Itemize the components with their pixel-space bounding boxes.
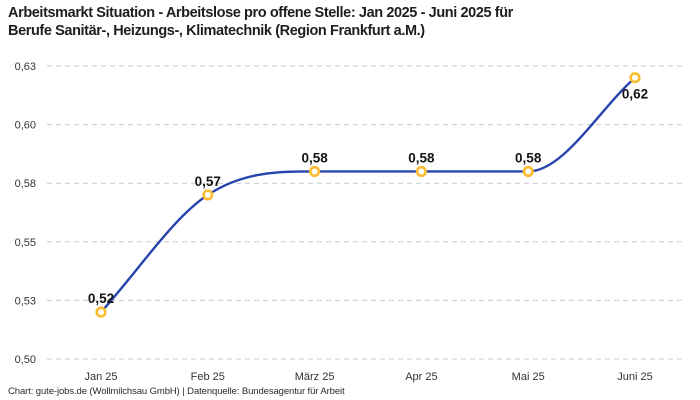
data-point-label: 0,58 — [301, 150, 328, 165]
data-point-label: 0,62 — [622, 87, 648, 102]
data-point-label: 0,58 — [515, 150, 542, 165]
y-axis-tick-label: 0,55 — [15, 237, 36, 249]
data-point-marker — [415, 165, 428, 178]
chart-attribution: Chart: gute-jobs.de (Wollmilchsau GmbH) … — [8, 386, 345, 397]
data-point-marker — [522, 165, 534, 178]
y-axis-tick-label: 0,63 — [15, 61, 36, 73]
chart-title-line2: Berufe Sanitär-, Heizungs-, Klimatechnik… — [8, 22, 425, 39]
x-axis-tick-label: Mai 25 — [512, 371, 545, 383]
data-point-marker — [202, 189, 214, 201]
y-axis-tick-label: 0,50 — [15, 354, 36, 366]
data-point-label: 0,52 — [88, 291, 114, 306]
x-axis-tick-label: Juni 25 — [617, 371, 652, 383]
data-point-marker — [309, 165, 321, 178]
x-axis-tick-label: Jan 25 — [84, 371, 117, 383]
x-axis-tick-label: Apr 25 — [405, 371, 437, 383]
y-axis-tick-label: 0,58 — [15, 178, 36, 190]
y-axis-tick-label: 0,60 — [15, 120, 36, 132]
x-axis-tick-label: März 25 — [295, 371, 335, 383]
data-point-label: 0,57 — [195, 174, 221, 189]
data-point-label: 0,58 — [408, 150, 435, 165]
chart-title-line1: Arbeitsmarkt Situation - Arbeitslose pro… — [8, 5, 513, 21]
data-point-marker — [629, 72, 641, 84]
data-line — [99, 76, 637, 314]
x-axis-tick-label: Feb 25 — [191, 371, 225, 383]
y-axis-tick-label: 0,53 — [15, 295, 36, 307]
data-point-marker — [95, 306, 107, 318]
chart-title: Arbeitsmarkt Situation - Arbeitslose pro… — [8, 5, 513, 40]
